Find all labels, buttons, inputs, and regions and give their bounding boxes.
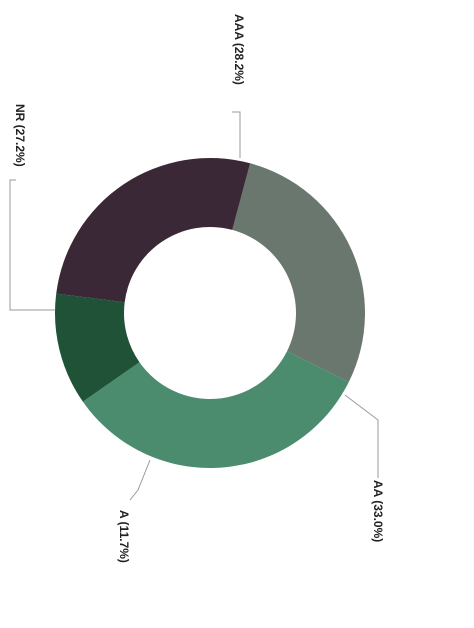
label-aa: AA (33.0%) bbox=[371, 480, 385, 542]
slice-aaa bbox=[232, 163, 365, 382]
label-a: A (11.7%) bbox=[117, 510, 131, 563]
leader-lines bbox=[9, 111, 379, 501]
slice-aa bbox=[82, 351, 349, 468]
slice-a bbox=[55, 293, 140, 402]
leader-line-a bbox=[129, 459, 151, 501]
leader-line-aa bbox=[344, 394, 379, 478]
label-nr: NR (27.2%) bbox=[13, 104, 27, 167]
label-aaa: AAA (28.2%) bbox=[232, 14, 246, 85]
leader-line-aaa bbox=[232, 111, 241, 158]
leader-line-nr bbox=[9, 179, 55, 311]
slice-nr bbox=[56, 158, 251, 303]
donut-slices bbox=[55, 158, 365, 468]
